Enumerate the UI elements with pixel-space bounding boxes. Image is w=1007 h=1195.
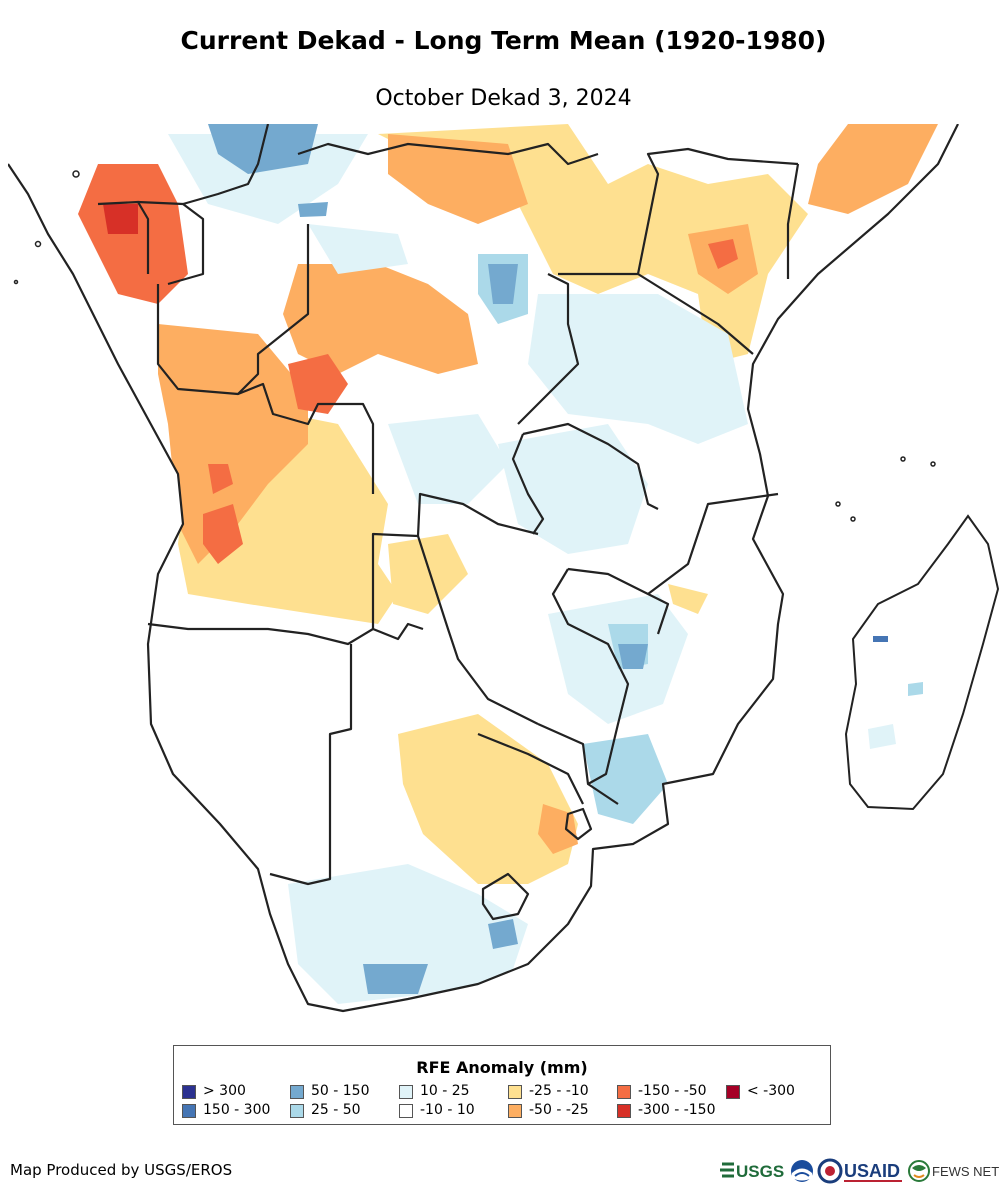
map-subtitle: October Dekad 3, 2024 (375, 86, 632, 111)
usgs-logo: USGS (720, 1162, 784, 1181)
legend-swatch (617, 1104, 631, 1118)
legend: RFE Anomaly (mm) > 300 150 - 300 50 - 15… (173, 1045, 831, 1125)
doi-seal-logo (817, 1158, 843, 1184)
legend-swatch (290, 1104, 304, 1118)
legend-swatch (726, 1085, 740, 1099)
legend-label: -10 - 10 (420, 1102, 475, 1118)
map-credit: Map Produced by USGS/EROS (10, 1161, 233, 1179)
usgs-text: USGS (736, 1162, 784, 1181)
legend-label: 25 - 50 (311, 1102, 361, 1118)
legend-label: -150 - -50 (638, 1083, 707, 1099)
map-title: Current Dekad - Long Term Mean (1920-198… (180, 26, 827, 55)
legend-swatch (290, 1085, 304, 1099)
legend-label: 50 - 150 (311, 1083, 370, 1099)
legend-label: -25 - -10 (529, 1083, 589, 1099)
islands (13, 170, 936, 522)
legend-swatch (182, 1104, 196, 1118)
legend-title: RFE Anomaly (mm) (416, 1058, 588, 1077)
usaid-text: USAID (844, 1161, 900, 1181)
country-borders (8, 124, 959, 1013)
madagascar (844, 514, 1000, 811)
legend-label: -300 - -150 (638, 1102, 716, 1118)
legend-swatch (399, 1085, 413, 1099)
legend-label: -50 - -25 (529, 1102, 589, 1118)
legend-swatch (617, 1085, 631, 1099)
legend-label: < -300 (747, 1083, 795, 1099)
legend-label: > 300 (203, 1083, 246, 1099)
legend-label: 10 - 25 (420, 1083, 470, 1099)
legend-swatch (399, 1104, 413, 1118)
legend-label: 150 - 300 (203, 1102, 271, 1118)
agency-logos: USGS USAID FEWS NET (720, 1158, 999, 1184)
noaa-logo (791, 1160, 813, 1182)
anomaly-raster (8, 124, 958, 1011)
legend-swatch (508, 1085, 522, 1099)
usaid-logo: USAID (844, 1161, 902, 1182)
rainfall-anomaly-map (8, 124, 1000, 1013)
legend-swatch (508, 1104, 522, 1118)
fews-net-logo: FEWS NET (908, 1160, 999, 1182)
fews-net-text: FEWS NET (932, 1164, 999, 1179)
legend-swatch (182, 1085, 196, 1099)
